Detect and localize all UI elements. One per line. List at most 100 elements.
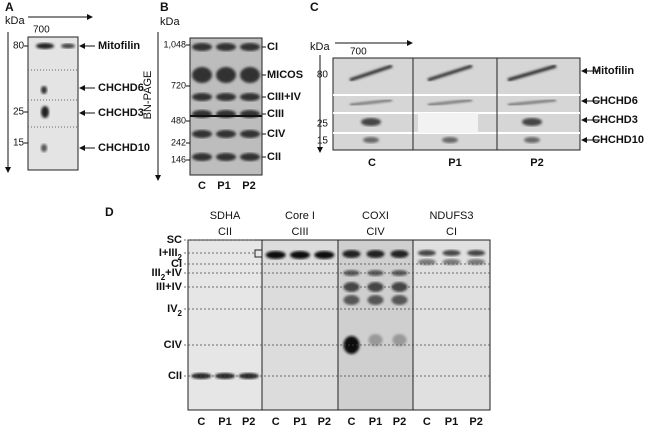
lane-label: C	[348, 416, 356, 428]
band	[192, 93, 212, 101]
band	[442, 250, 461, 256]
lane-label: P1	[369, 416, 382, 428]
sample-label: P1	[448, 157, 461, 169]
unit-label: kDa	[310, 41, 330, 53]
band	[522, 118, 542, 126]
lane-label: P2	[242, 416, 255, 428]
band	[240, 93, 260, 101]
band	[467, 250, 486, 256]
blot	[187, 239, 263, 411]
band-label-text: CIV	[164, 339, 183, 351]
complex-label: CIII+IV	[267, 91, 302, 103]
band	[314, 251, 335, 259]
band-label-text: III	[152, 267, 161, 279]
band	[442, 137, 458, 143]
line	[507, 99, 557, 106]
band	[368, 334, 383, 346]
lane-label: P1	[293, 416, 306, 428]
band	[216, 93, 236, 101]
blot	[261, 239, 339, 411]
band-label-text: CII	[168, 370, 182, 382]
blot	[189, 37, 263, 176]
band-label-text: SC	[167, 234, 182, 246]
band	[61, 43, 75, 49]
sample-label: C	[368, 157, 376, 169]
marker-label: 15	[317, 136, 329, 147]
band	[361, 118, 381, 126]
complex-label: CIV	[267, 128, 286, 140]
antibody-label: Core I	[285, 210, 315, 222]
band	[367, 282, 384, 292]
complex-label: CII	[218, 226, 232, 238]
protein-label: Mitofilin	[98, 40, 140, 52]
band	[467, 259, 486, 265]
sample-label: P2	[530, 157, 543, 169]
band	[240, 67, 260, 83]
unit-label: kDa	[160, 16, 180, 28]
band	[192, 67, 212, 83]
marker-label: 1,048	[163, 39, 186, 49]
protein-label: CHCHD10	[592, 134, 644, 146]
band	[524, 137, 540, 143]
blot	[27, 36, 79, 171]
band-label-text: IV	[167, 303, 178, 315]
lane-label: 700	[350, 47, 367, 58]
band	[192, 153, 212, 161]
band-label-text: III+IV	[156, 281, 183, 293]
marker-label: 25	[317, 119, 329, 130]
band	[342, 250, 361, 258]
complex-label: CII	[267, 151, 281, 163]
marker-label: 146	[171, 154, 186, 164]
side-label: BN-PAGE	[142, 71, 154, 120]
lane-label: C	[423, 416, 431, 428]
band-label-sub: 2	[178, 309, 183, 318]
band	[391, 295, 408, 305]
band	[240, 43, 260, 51]
band	[36, 43, 54, 49]
band	[392, 334, 407, 346]
blot	[418, 113, 478, 133]
band	[417, 250, 436, 256]
complex-label: MICOS	[267, 69, 303, 81]
band-label-sub: 2	[161, 273, 166, 282]
band	[391, 270, 408, 276]
band-label: III+IV	[156, 281, 183, 293]
lane-label: P2	[242, 180, 255, 192]
band	[41, 106, 49, 118]
complex-label: CIII	[291, 226, 308, 238]
protein-label: CHCHD3	[592, 114, 638, 126]
band	[417, 259, 436, 265]
unit-label: kDa	[5, 15, 25, 27]
blot	[337, 239, 414, 411]
marker-label: 25	[13, 107, 25, 118]
band-label: IV2	[167, 303, 182, 318]
panel-letter: D	[105, 205, 114, 219]
band	[192, 43, 212, 51]
band	[240, 153, 260, 161]
band	[343, 282, 360, 292]
line	[349, 64, 393, 82]
band-label: CIV	[164, 339, 183, 351]
band	[216, 130, 236, 138]
band	[343, 295, 360, 305]
complex-label: CI	[267, 41, 278, 53]
lane-label: P2	[393, 416, 406, 428]
band	[216, 153, 236, 161]
band	[390, 250, 409, 258]
marker-label: 480	[171, 115, 186, 125]
line	[349, 99, 393, 106]
protein-label: CHCHD6	[592, 95, 638, 107]
lane-label: 700	[33, 25, 50, 36]
band-label: CI	[171, 258, 182, 270]
lane-label: P1	[445, 416, 458, 428]
protein-label: CHCHD10	[98, 142, 150, 154]
band-label-text: CI	[171, 258, 182, 270]
marker-box	[254, 249, 263, 258]
band	[192, 130, 212, 138]
band	[391, 282, 408, 292]
lane-label: P2	[318, 416, 331, 428]
band-label-text: I+III	[159, 247, 178, 259]
marker-label: 15	[13, 138, 25, 149]
band	[240, 130, 260, 138]
